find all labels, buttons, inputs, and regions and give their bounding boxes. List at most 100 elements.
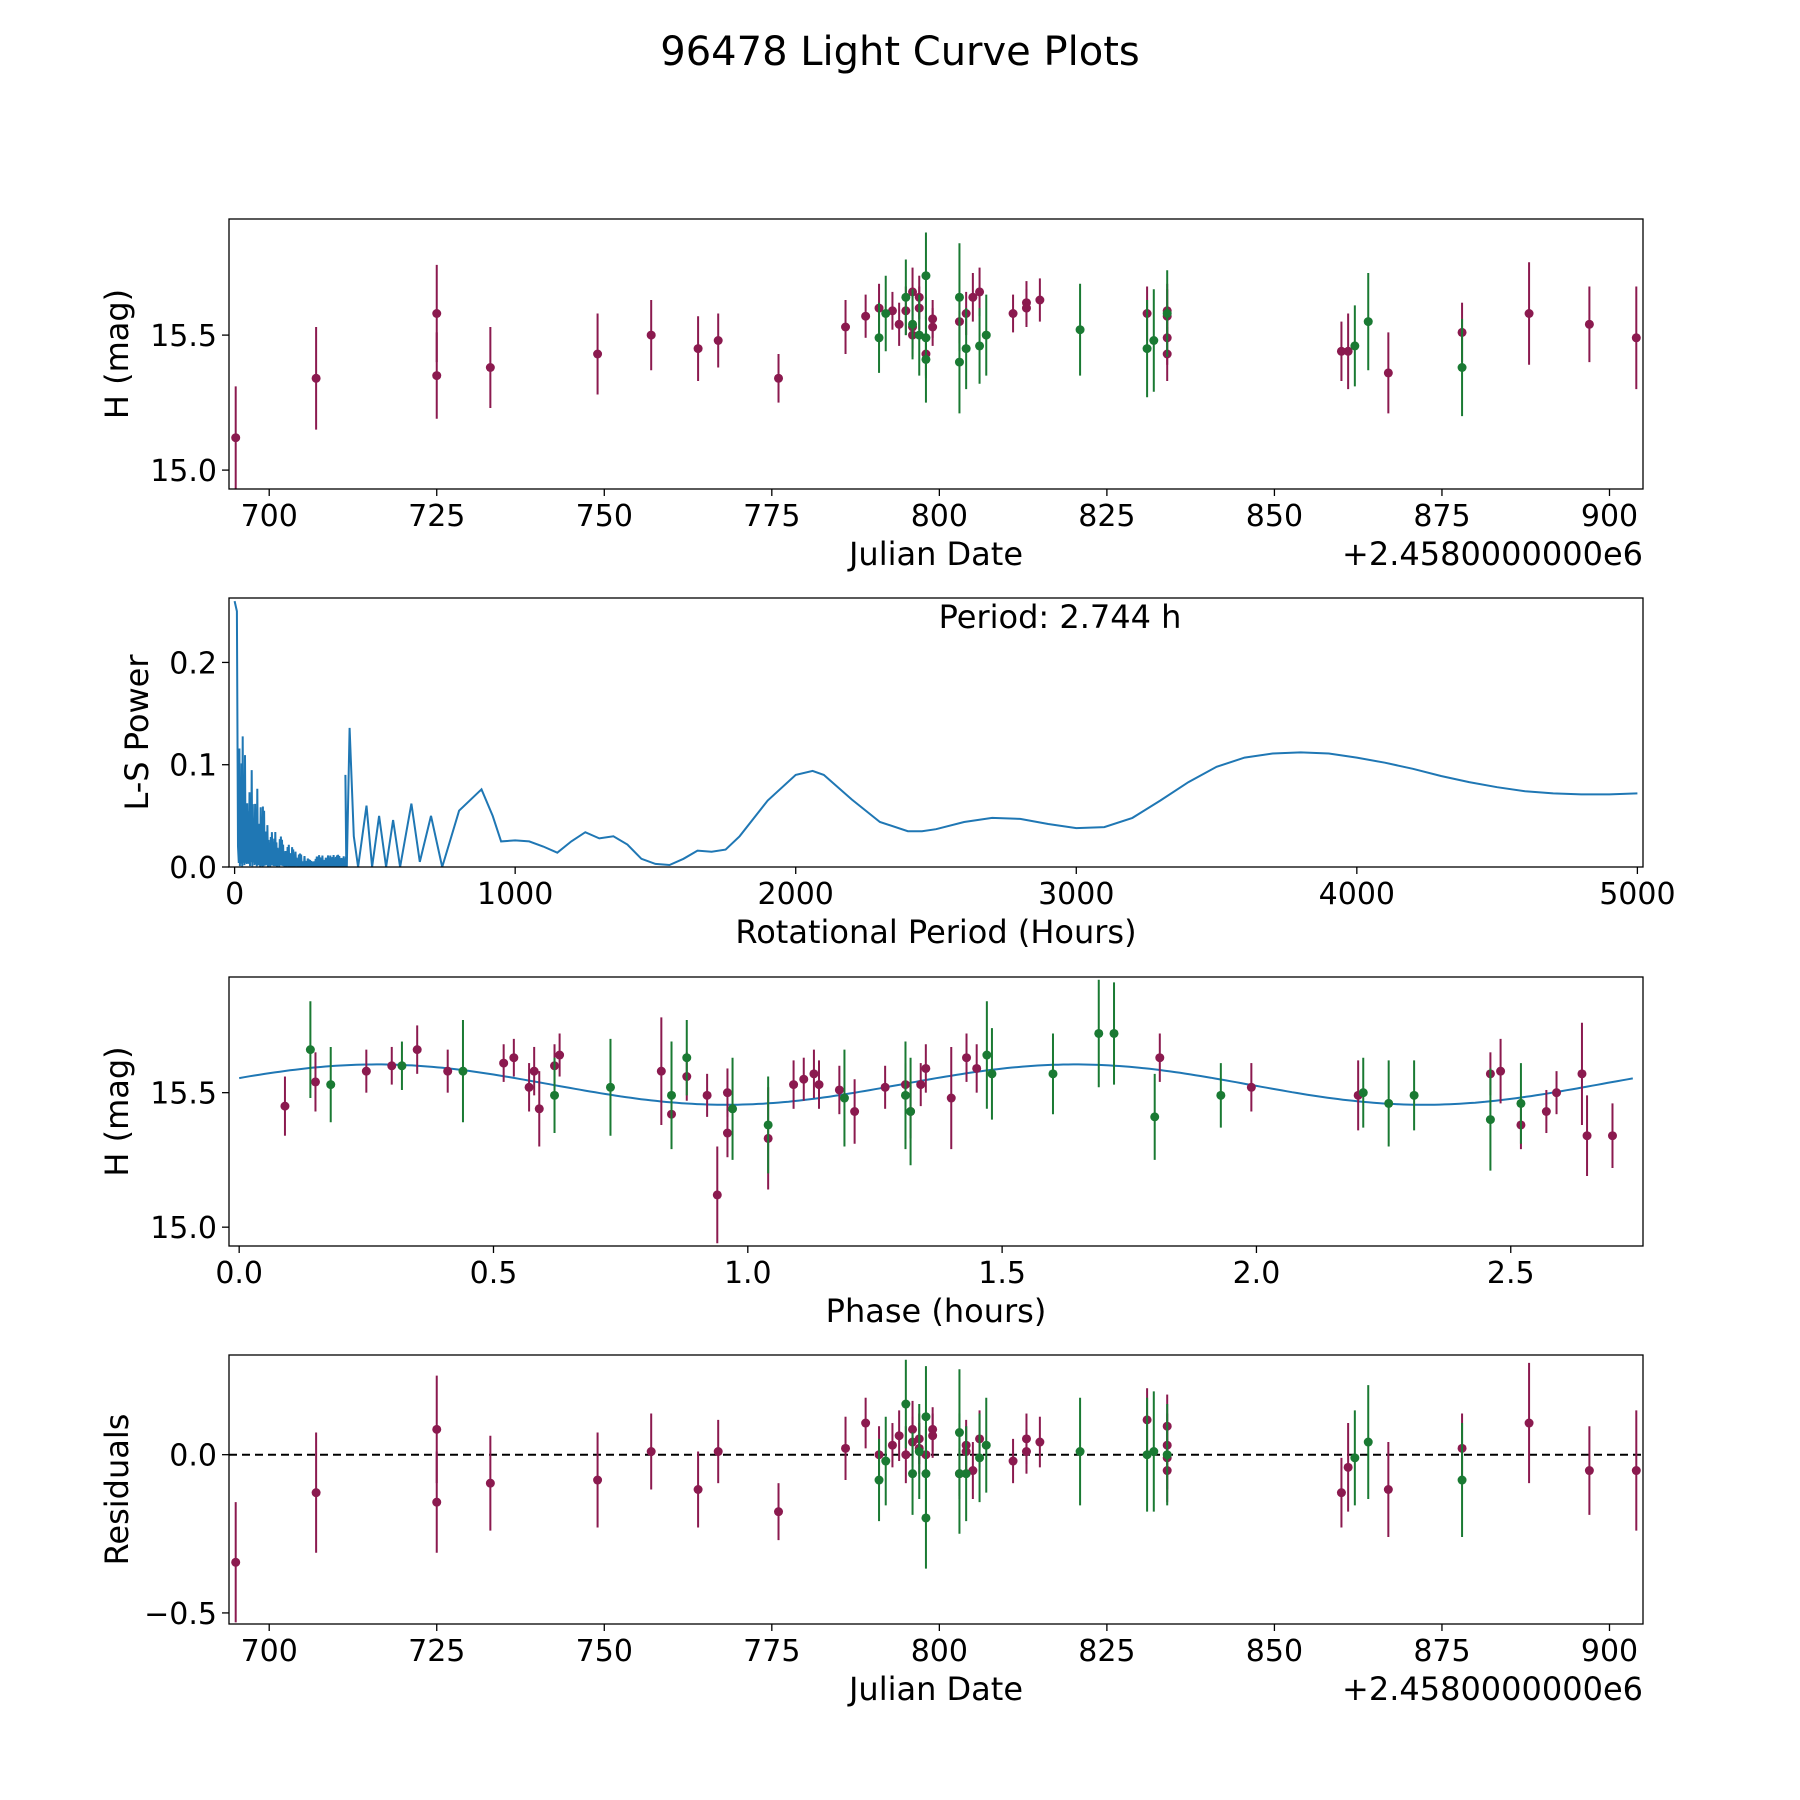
data-point [894, 1431, 904, 1441]
data-point [412, 1045, 422, 1055]
lightcurve-panel: 700 725 750 775 800 825 850 875 900 15.0 15.5 Julia… [98, 218, 1644, 573]
x-tick-label: 0 [225, 877, 244, 912]
data-point [1142, 1450, 1152, 1460]
data-point [728, 1104, 738, 1114]
series-filter-1 [231, 262, 1641, 489]
x-axis-label: Julian Date [847, 535, 1023, 573]
data-point [954, 1469, 964, 1479]
x-tick-label: 4000 [1319, 877, 1395, 912]
data-point [432, 1424, 442, 1434]
data-point [1336, 1488, 1346, 1498]
x-tick-label: 2000 [758, 877, 834, 912]
data-point [900, 1090, 910, 1100]
data-point [702, 1090, 712, 1100]
x-tick-label: 750 [576, 1634, 633, 1669]
residuals-axes-frame [228, 1354, 1644, 1625]
data-point [1631, 333, 1641, 343]
x-offset-label: +2.4580000000e6 [1342, 535, 1643, 573]
data-point [908, 319, 918, 329]
data-point [550, 1090, 560, 1100]
data-point [880, 1082, 890, 1092]
data-point [693, 1485, 703, 1494]
data-point [1155, 1053, 1165, 1063]
data-point [1075, 325, 1085, 335]
data-point [1524, 309, 1534, 318]
data-point [763, 1120, 773, 1130]
data-point [1216, 1090, 1226, 1100]
data-point [722, 1088, 732, 1098]
data-point [981, 1440, 991, 1450]
data-point [981, 330, 991, 340]
x-tick-label: 850 [1246, 499, 1303, 534]
period-annotation: Period: 2.744 h [939, 598, 1182, 636]
y-tick-label: 15.0 [150, 454, 217, 489]
data-point [972, 1063, 982, 1073]
x-tick-label: 0.5 [470, 1256, 518, 1291]
data-point [814, 1080, 824, 1090]
x-tick-label: 700 [241, 1634, 298, 1669]
data-point [1162, 309, 1172, 318]
x-tick-label: 900 [1581, 1634, 1638, 1669]
data-point [921, 1063, 931, 1073]
data-point [975, 341, 985, 351]
data-point [968, 292, 978, 302]
phased-plot-area [239, 979, 1633, 1244]
data-point [921, 333, 931, 343]
data-point [1035, 1437, 1045, 1447]
data-point [1524, 1418, 1534, 1428]
data-point [310, 1077, 320, 1087]
data-point [280, 1101, 290, 1111]
data-point [305, 1045, 315, 1055]
series-filter-1 [231, 1362, 1641, 1623]
x-tick-label: 850 [1246, 1634, 1303, 1669]
y-tick-label: 15.5 [150, 319, 217, 354]
data-point [534, 1104, 544, 1114]
data-point [656, 1066, 666, 1076]
data-point [1021, 1447, 1031, 1457]
residuals-plot-area [229, 1359, 1643, 1623]
data-point [789, 1080, 799, 1090]
data-point [1150, 1112, 1160, 1122]
data-point [834, 1085, 844, 1095]
x-tick-label: 825 [1078, 499, 1135, 534]
data-point [1350, 1453, 1360, 1463]
data-point [1336, 346, 1346, 356]
data-point [982, 1050, 992, 1060]
lightcurve-axes-frame [228, 218, 1644, 490]
data-point [1584, 1466, 1594, 1476]
data-point [1582, 1131, 1592, 1141]
y-tick-label: 0.1 [169, 749, 217, 784]
y-tick-label: −0.5 [144, 1597, 217, 1632]
data-point [646, 330, 656, 340]
residuals-panel: 700 725 750 775 800 825 850 875 900 −0.5 0.0 Julian… [98, 1354, 1644, 1708]
data-point [961, 1469, 971, 1479]
data-point [921, 1469, 931, 1479]
data-point [1457, 1475, 1467, 1485]
data-point [1631, 1466, 1641, 1476]
data-point [975, 287, 985, 297]
data-point [928, 322, 938, 332]
data-point [1363, 1437, 1373, 1447]
data-point [841, 322, 851, 332]
data-point [231, 1557, 241, 1567]
data-point [1516, 1098, 1526, 1108]
y-axis-label: H (mag) [98, 1046, 136, 1176]
data-point [1409, 1090, 1419, 1100]
data-point [646, 1447, 656, 1457]
data-point [874, 1475, 884, 1485]
data-point [1358, 1088, 1368, 1098]
data-point [861, 1418, 871, 1428]
figure-title: 96478 Light Curve Plots [660, 29, 1139, 75]
data-point [841, 1443, 851, 1453]
y-tick-label: 15.5 [150, 1077, 217, 1112]
data-point [850, 1107, 860, 1116]
data-point [1383, 368, 1393, 378]
data-point [387, 1061, 397, 1071]
y-tick-label: 0.2 [169, 646, 217, 681]
data-point [1109, 1028, 1119, 1038]
phased-curve-panel: 0.0 0.5 1.0 1.5 2.0 2.5 15.0 15.5 Phase (hours) H… [98, 976, 1644, 1330]
data-point [874, 333, 884, 343]
data-point [921, 1412, 931, 1422]
y-tick-label: 15.0 [150, 1211, 217, 1246]
data-point [1496, 1066, 1506, 1076]
